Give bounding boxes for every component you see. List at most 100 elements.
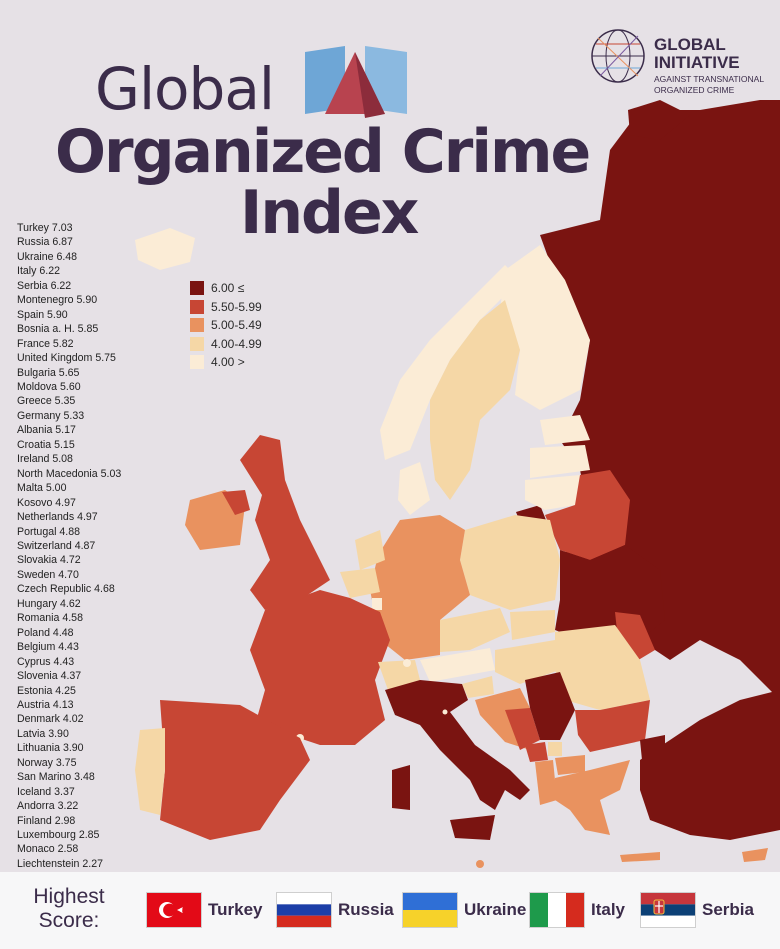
- ranking-item: Poland 4.48: [17, 626, 74, 639]
- ranking-item: Latvia 3.90: [17, 727, 69, 740]
- footer-title-line-2: Score:: [38, 909, 100, 932]
- ranking-item: Greece 5.35: [17, 395, 76, 408]
- country-czech[interactable]: [440, 608, 510, 652]
- country-iceland[interactable]: [135, 228, 195, 270]
- country-romania[interactable]: [555, 625, 650, 710]
- globe-icon: [591, 29, 645, 83]
- country-northern-ireland: [222, 490, 250, 515]
- legend-label: 6.00 ≤: [211, 281, 245, 296]
- title-line-3: Index: [240, 178, 419, 248]
- legend-label: 4.00-4.99: [211, 336, 262, 351]
- ranking-item: France 5.82: [17, 337, 74, 350]
- organization-tagline-line-2: ORGANIZED CRIME: [654, 85, 735, 95]
- country-portugal[interactable]: [135, 728, 165, 815]
- ranking-item: Slovakia 4.72: [17, 554, 81, 567]
- country-bulgaria[interactable]: [575, 700, 650, 752]
- country-germany[interactable]: [370, 515, 470, 660]
- top-country-name: Italy: [591, 900, 626, 919]
- country-greece[interactable]: [555, 760, 630, 835]
- country-turkey[interactable]: [640, 690, 780, 840]
- ranking-item: Andorra 3.22: [17, 800, 79, 813]
- country-finland[interactable]: [500, 245, 590, 410]
- country-poland[interactable]: [460, 515, 560, 610]
- top-country-name: Serbia: [702, 900, 754, 919]
- country-belarus: [545, 470, 630, 560]
- turkey-flag-icon: [146, 892, 202, 928]
- ranking-item: Romania 4.58: [17, 612, 83, 625]
- ranking-item: Hungary 4.62: [17, 597, 81, 610]
- ranking-item: Luxembourg 2.85: [17, 829, 100, 842]
- country-malta[interactable]: [476, 860, 484, 868]
- ranking-item: Norway 3.75: [17, 756, 77, 769]
- title-line-1: Global: [95, 55, 275, 123]
- country-italy-sardinia: [392, 765, 410, 810]
- legend-label: 5.00-5.49: [211, 318, 262, 333]
- ranking-item: Ukraine 6.48: [17, 250, 78, 263]
- top-country-ukraine: Ukraine: [402, 892, 526, 928]
- country-slovakia[interactable]: [510, 610, 555, 640]
- legend-swatch: [190, 299, 204, 314]
- top-country-serbia: Serbia: [640, 892, 754, 928]
- country-belgium[interactable]: [340, 568, 380, 598]
- ranking-item: Montenegro 5.90: [17, 294, 98, 307]
- country-norway[interactable]: [380, 265, 520, 460]
- country-ranking-list: Turkey 7.03 Russia 6.87 Ukraine 6.48 Italy …: [17, 221, 177, 871]
- legend-item: 4.00-4.99: [190, 335, 262, 354]
- europe-map: [135, 100, 780, 868]
- ranking-item: Russia 6.87: [17, 236, 73, 249]
- country-slovenia[interactable]: [462, 676, 494, 698]
- country-lithuania[interactable]: [525, 475, 580, 510]
- country-russia-north-island: [628, 100, 690, 140]
- country-estonia[interactable]: [540, 415, 590, 445]
- country-italy-sicily: [450, 815, 495, 840]
- country-macedonia[interactable]: [555, 755, 585, 775]
- legend-item: 5.50-5.99: [190, 298, 262, 317]
- country-denmark[interactable]: [398, 462, 430, 515]
- country-cyprus[interactable]: [742, 848, 768, 862]
- title-line-2: Organized Crime: [55, 117, 591, 187]
- country-turkey-thrace: [640, 735, 665, 760]
- ranking-item: Switzerland 4.87: [17, 539, 96, 552]
- organization-tagline-line-1: AGAINST TRANSNATIONAL: [654, 74, 765, 84]
- country-albania[interactable]: [535, 760, 557, 805]
- country-austria[interactable]: [420, 648, 495, 682]
- country-luxembourg[interactable]: [372, 598, 382, 610]
- ranking-item: Cyprus 4.43: [17, 655, 75, 668]
- ranking-item: Monaco 2.58: [17, 843, 79, 856]
- top-country-name: Turkey: [208, 900, 263, 919]
- organization-name-line-2: INITIATIVE: [654, 53, 740, 72]
- country-france[interactable]: [250, 590, 390, 745]
- country-spain[interactable]: [160, 700, 310, 840]
- country-serbia[interactable]: [525, 672, 575, 740]
- ranking-item: Turkey 7.03: [17, 222, 73, 234]
- country-hungary[interactable]: [495, 640, 565, 684]
- ranking-item: Denmark 4.02: [17, 713, 84, 726]
- ranking-item: Kosovo 4.97: [17, 496, 76, 509]
- ranking-item: Belgium 4.43: [17, 641, 79, 654]
- russia-flag-icon: [276, 892, 332, 928]
- legend-swatch: [190, 281, 204, 296]
- country-monaco[interactable]: [403, 659, 411, 667]
- country-kosovo[interactable]: [548, 742, 562, 756]
- country-switzerland[interactable]: [378, 660, 420, 690]
- ranking-item: Croatia 5.15: [17, 438, 75, 451]
- ranking-item: Slovenia 4.37: [17, 670, 82, 683]
- ranking-item: Italy 6.22: [17, 265, 60, 278]
- country-italy[interactable]: [385, 680, 530, 810]
- map-area: [135, 100, 780, 868]
- country-montenegro[interactable]: [525, 742, 548, 762]
- top-country-name: Russia: [338, 900, 394, 919]
- ranking-item: Portugal 4.88: [17, 525, 81, 538]
- country-moldova[interactable]: [615, 612, 655, 662]
- ranking-item: United Kingdom 5.75: [17, 352, 116, 365]
- country-netherlands[interactable]: [355, 530, 385, 570]
- country-san-marino[interactable]: [442, 709, 448, 715]
- country-sweden[interactable]: [430, 300, 520, 500]
- ranking-item: Albania 5.17: [17, 424, 76, 437]
- ranking-item: Moldova 5.60: [17, 380, 81, 393]
- country-united-kingdom[interactable]: [240, 435, 330, 610]
- organization-name-line-1: GLOBAL: [654, 35, 726, 54]
- legend-label: 4.00 >: [211, 355, 245, 370]
- country-latvia[interactable]: [530, 445, 590, 478]
- country-bosnia[interactable]: [505, 708, 540, 750]
